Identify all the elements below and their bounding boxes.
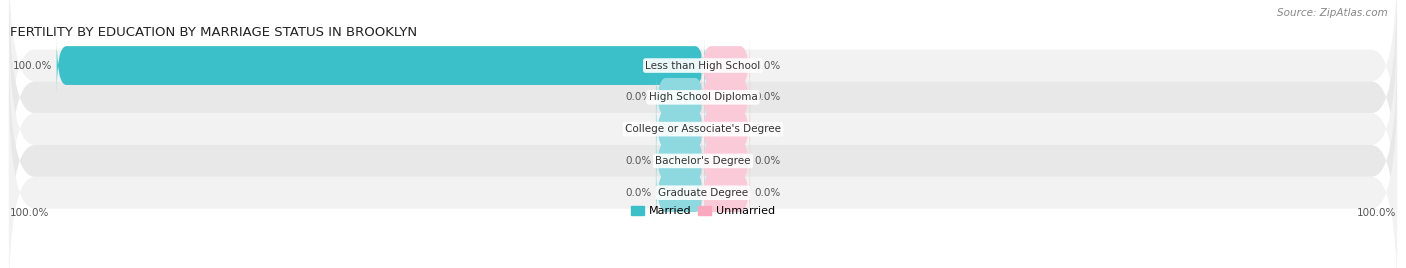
FancyBboxPatch shape [702,37,749,94]
FancyBboxPatch shape [8,18,1398,240]
FancyBboxPatch shape [657,101,704,157]
FancyBboxPatch shape [8,50,1398,268]
FancyBboxPatch shape [8,0,1398,177]
Text: Graduate Degree: Graduate Degree [658,188,748,198]
Text: 100.0%: 100.0% [13,61,52,70]
Text: High School Diploma: High School Diploma [648,92,758,102]
FancyBboxPatch shape [702,165,749,221]
Text: 0.0%: 0.0% [755,124,780,134]
Text: 100.0%: 100.0% [1357,207,1396,218]
FancyBboxPatch shape [702,101,749,157]
FancyBboxPatch shape [657,165,704,221]
Legend: Married, Unmarried: Married, Unmarried [631,206,775,216]
Text: 0.0%: 0.0% [755,156,780,166]
FancyBboxPatch shape [657,69,704,126]
Text: 0.0%: 0.0% [755,92,780,102]
FancyBboxPatch shape [702,133,749,189]
Text: 0.0%: 0.0% [755,61,780,70]
Text: Source: ZipAtlas.com: Source: ZipAtlas.com [1277,8,1388,18]
Text: 100.0%: 100.0% [10,207,49,218]
FancyBboxPatch shape [56,37,704,94]
Text: College or Associate's Degree: College or Associate's Degree [626,124,780,134]
FancyBboxPatch shape [702,69,749,126]
FancyBboxPatch shape [8,81,1398,268]
Text: 0.0%: 0.0% [626,92,651,102]
Text: 0.0%: 0.0% [626,188,651,198]
FancyBboxPatch shape [657,133,704,189]
Text: 0.0%: 0.0% [755,188,780,198]
Text: 0.0%: 0.0% [626,156,651,166]
Text: FERTILITY BY EDUCATION BY MARRIAGE STATUS IN BROOKLYN: FERTILITY BY EDUCATION BY MARRIAGE STATU… [10,25,418,39]
Text: 0.0%: 0.0% [626,124,651,134]
Text: Less than High School: Less than High School [645,61,761,70]
FancyBboxPatch shape [8,0,1398,209]
Text: Bachelor's Degree: Bachelor's Degree [655,156,751,166]
